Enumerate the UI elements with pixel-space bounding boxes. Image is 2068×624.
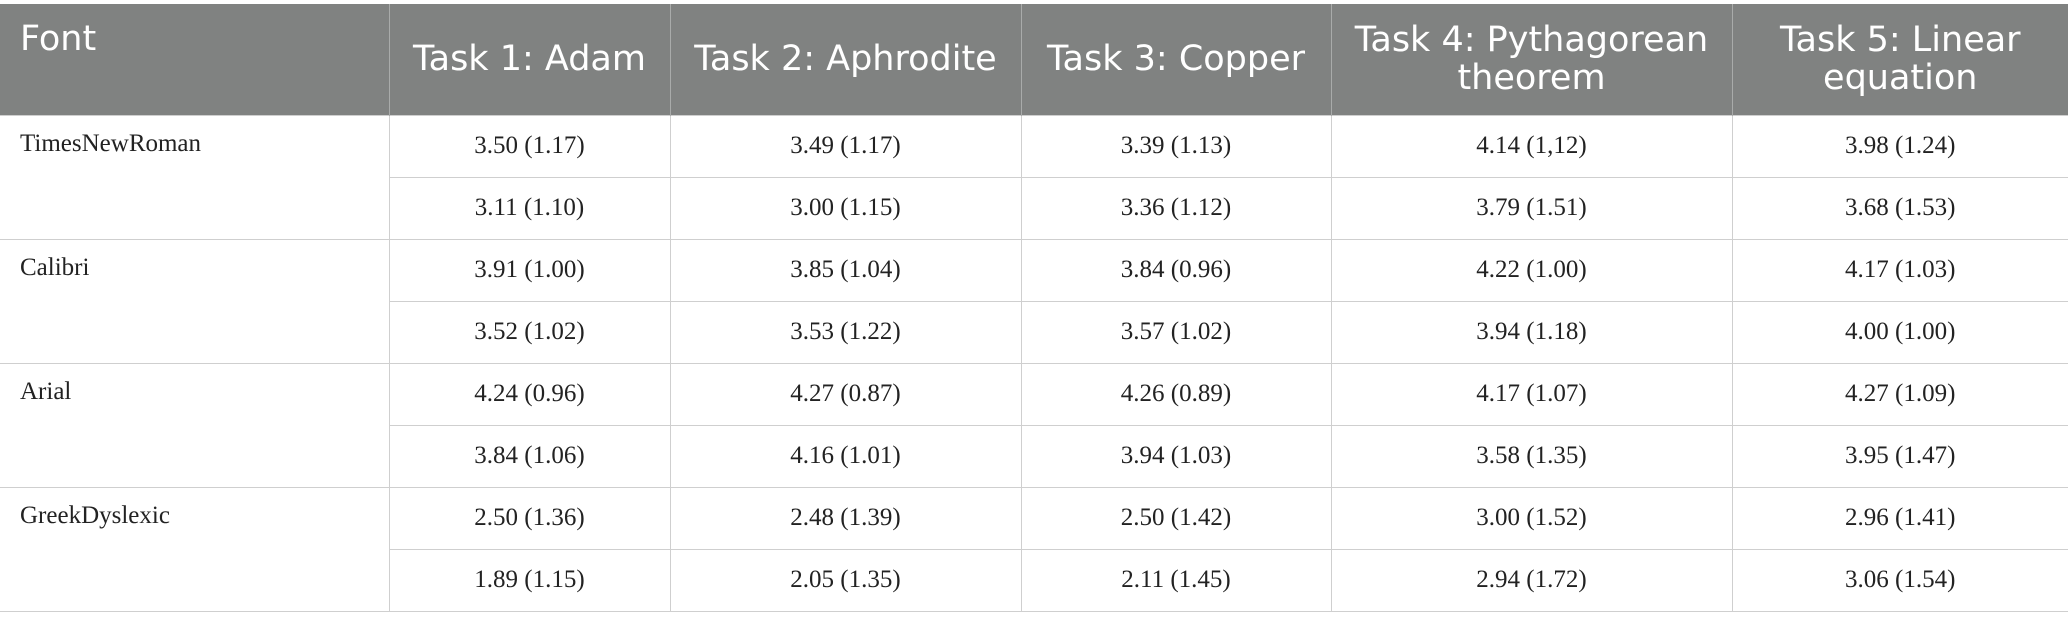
table-row: Arial 4.24 (0.96) 4.27 (0.87) 4.26 (0.89) 4.… bbox=[0, 362, 2068, 488]
header-cell: Task 2: Aphrodite bbox=[669, 4, 1021, 115]
value-cell: 2.48 (1.39) bbox=[669, 486, 1022, 550]
table-row: TimesNewRoman 3.50 (1.17) 3.49 (1.17) 3.39 … bbox=[0, 114, 2068, 240]
value-cell: 3.50 (1.17) bbox=[388, 114, 671, 178]
value-cell: 3.39 (1.13) bbox=[1020, 114, 1332, 178]
font-cell: Calibri bbox=[0, 238, 390, 364]
font-cell: GreekDyslexic bbox=[0, 486, 390, 612]
header-cell: Task 1: Adam bbox=[388, 4, 670, 115]
value-cell: 2.96 (1.41) bbox=[1731, 486, 2068, 550]
value-cell: 3.91 (1.00) bbox=[388, 238, 671, 302]
table-row: 3.84 (1.06) 4.16 (1.01) 3.94 (1.03) 3.58 (1… bbox=[0, 424, 2068, 488]
value-cell: 4.16 (1.01) bbox=[669, 424, 1022, 488]
value-cell: 3.98 (1.24) bbox=[1731, 114, 2068, 178]
value-cell: 3.06 (1.54) bbox=[1731, 548, 2068, 612]
value-cell: 3.11 (1.10) bbox=[388, 176, 671, 240]
value-cell: 4.00 (1.00) bbox=[1731, 300, 2068, 364]
table-row: Calibri 3.91 (1.00) 3.85 (1.04) 3.84 (0.96)… bbox=[0, 238, 2068, 364]
value-cell: 3.52 (1.02) bbox=[388, 300, 671, 364]
value-cell: 4.27 (1.09) bbox=[1731, 362, 2068, 426]
value-cell: 3.58 (1.35) bbox=[1330, 424, 1733, 488]
value-cell: 4.26 (0.89) bbox=[1020, 362, 1332, 426]
value-cell: 3.79 (1.51) bbox=[1330, 176, 1733, 240]
value-cell: 2.11 (1.45) bbox=[1020, 548, 1332, 612]
value-cell: 4.14 (1,12) bbox=[1330, 114, 1733, 178]
value-cell: 3.36 (1.12) bbox=[1020, 176, 1332, 240]
value-cell: 3.94 (1.18) bbox=[1330, 300, 1733, 364]
value-cell: 3.68 (1.53) bbox=[1731, 176, 2068, 240]
value-cell: 4.24 (0.96) bbox=[388, 362, 671, 426]
header-cell: Task 4: Pythagorean theorem bbox=[1330, 4, 1732, 115]
table-row: GreekDyslexic 2.50 (1.36) 2.48 (1.39) 2.50 … bbox=[0, 486, 2068, 612]
value-cell: 2.50 (1.42) bbox=[1020, 486, 1332, 550]
font-cell: TimesNewRoman bbox=[0, 114, 390, 240]
value-cell: 3.94 (1.03) bbox=[1020, 424, 1332, 488]
value-cell: 3.84 (0.96) bbox=[1020, 238, 1332, 302]
value-cell: 4.22 (1.00) bbox=[1330, 238, 1733, 302]
value-cell: 3.95 (1.47) bbox=[1731, 424, 2068, 488]
header-cell: Task 3: Copper bbox=[1020, 4, 1331, 115]
value-cell: 3.49 (1.17) bbox=[669, 114, 1022, 178]
value-cell: 3.00 (1.52) bbox=[1330, 486, 1733, 550]
value-cell: 3.85 (1.04) bbox=[669, 238, 1022, 302]
header-cell: Font bbox=[0, 4, 389, 115]
value-cell: 4.27 (0.87) bbox=[669, 362, 1022, 426]
value-cell: 3.53 (1.22) bbox=[669, 300, 1022, 364]
value-cell: 4.17 (1.07) bbox=[1330, 362, 1733, 426]
font-cell: Arial bbox=[0, 362, 390, 488]
results-table: Font Task 1: Adam Task 2: Aphrodite Task 3:… bbox=[0, 4, 2068, 612]
table-body: TimesNewRoman 3.50 (1.17) 3.49 (1.17) 3.39 … bbox=[0, 114, 2068, 612]
value-cell: 3.84 (1.06) bbox=[388, 424, 671, 488]
value-cell: 1.89 (1.15) bbox=[388, 548, 671, 612]
value-cell: 3.00 (1.15) bbox=[669, 176, 1022, 240]
table-row: 1.89 (1.15) 2.05 (1.35) 2.11 (1.45) 2.94 (1… bbox=[0, 548, 2068, 612]
value-cell: 2.94 (1.72) bbox=[1330, 548, 1733, 612]
header-row: Font Task 1: Adam Task 2: Aphrodite Task 3:… bbox=[0, 4, 2068, 115]
table-row: 3.52 (1.02) 3.53 (1.22) 3.57 (1.02) 3.94 (1… bbox=[0, 300, 2068, 364]
value-cell: 2.50 (1.36) bbox=[388, 486, 671, 550]
value-cell: 4.17 (1.03) bbox=[1731, 238, 2068, 302]
header-cell: Task 5: Linear equation bbox=[1731, 4, 2068, 115]
value-cell: 2.05 (1.35) bbox=[669, 548, 1022, 612]
value-cell: 3.57 (1.02) bbox=[1020, 300, 1332, 364]
